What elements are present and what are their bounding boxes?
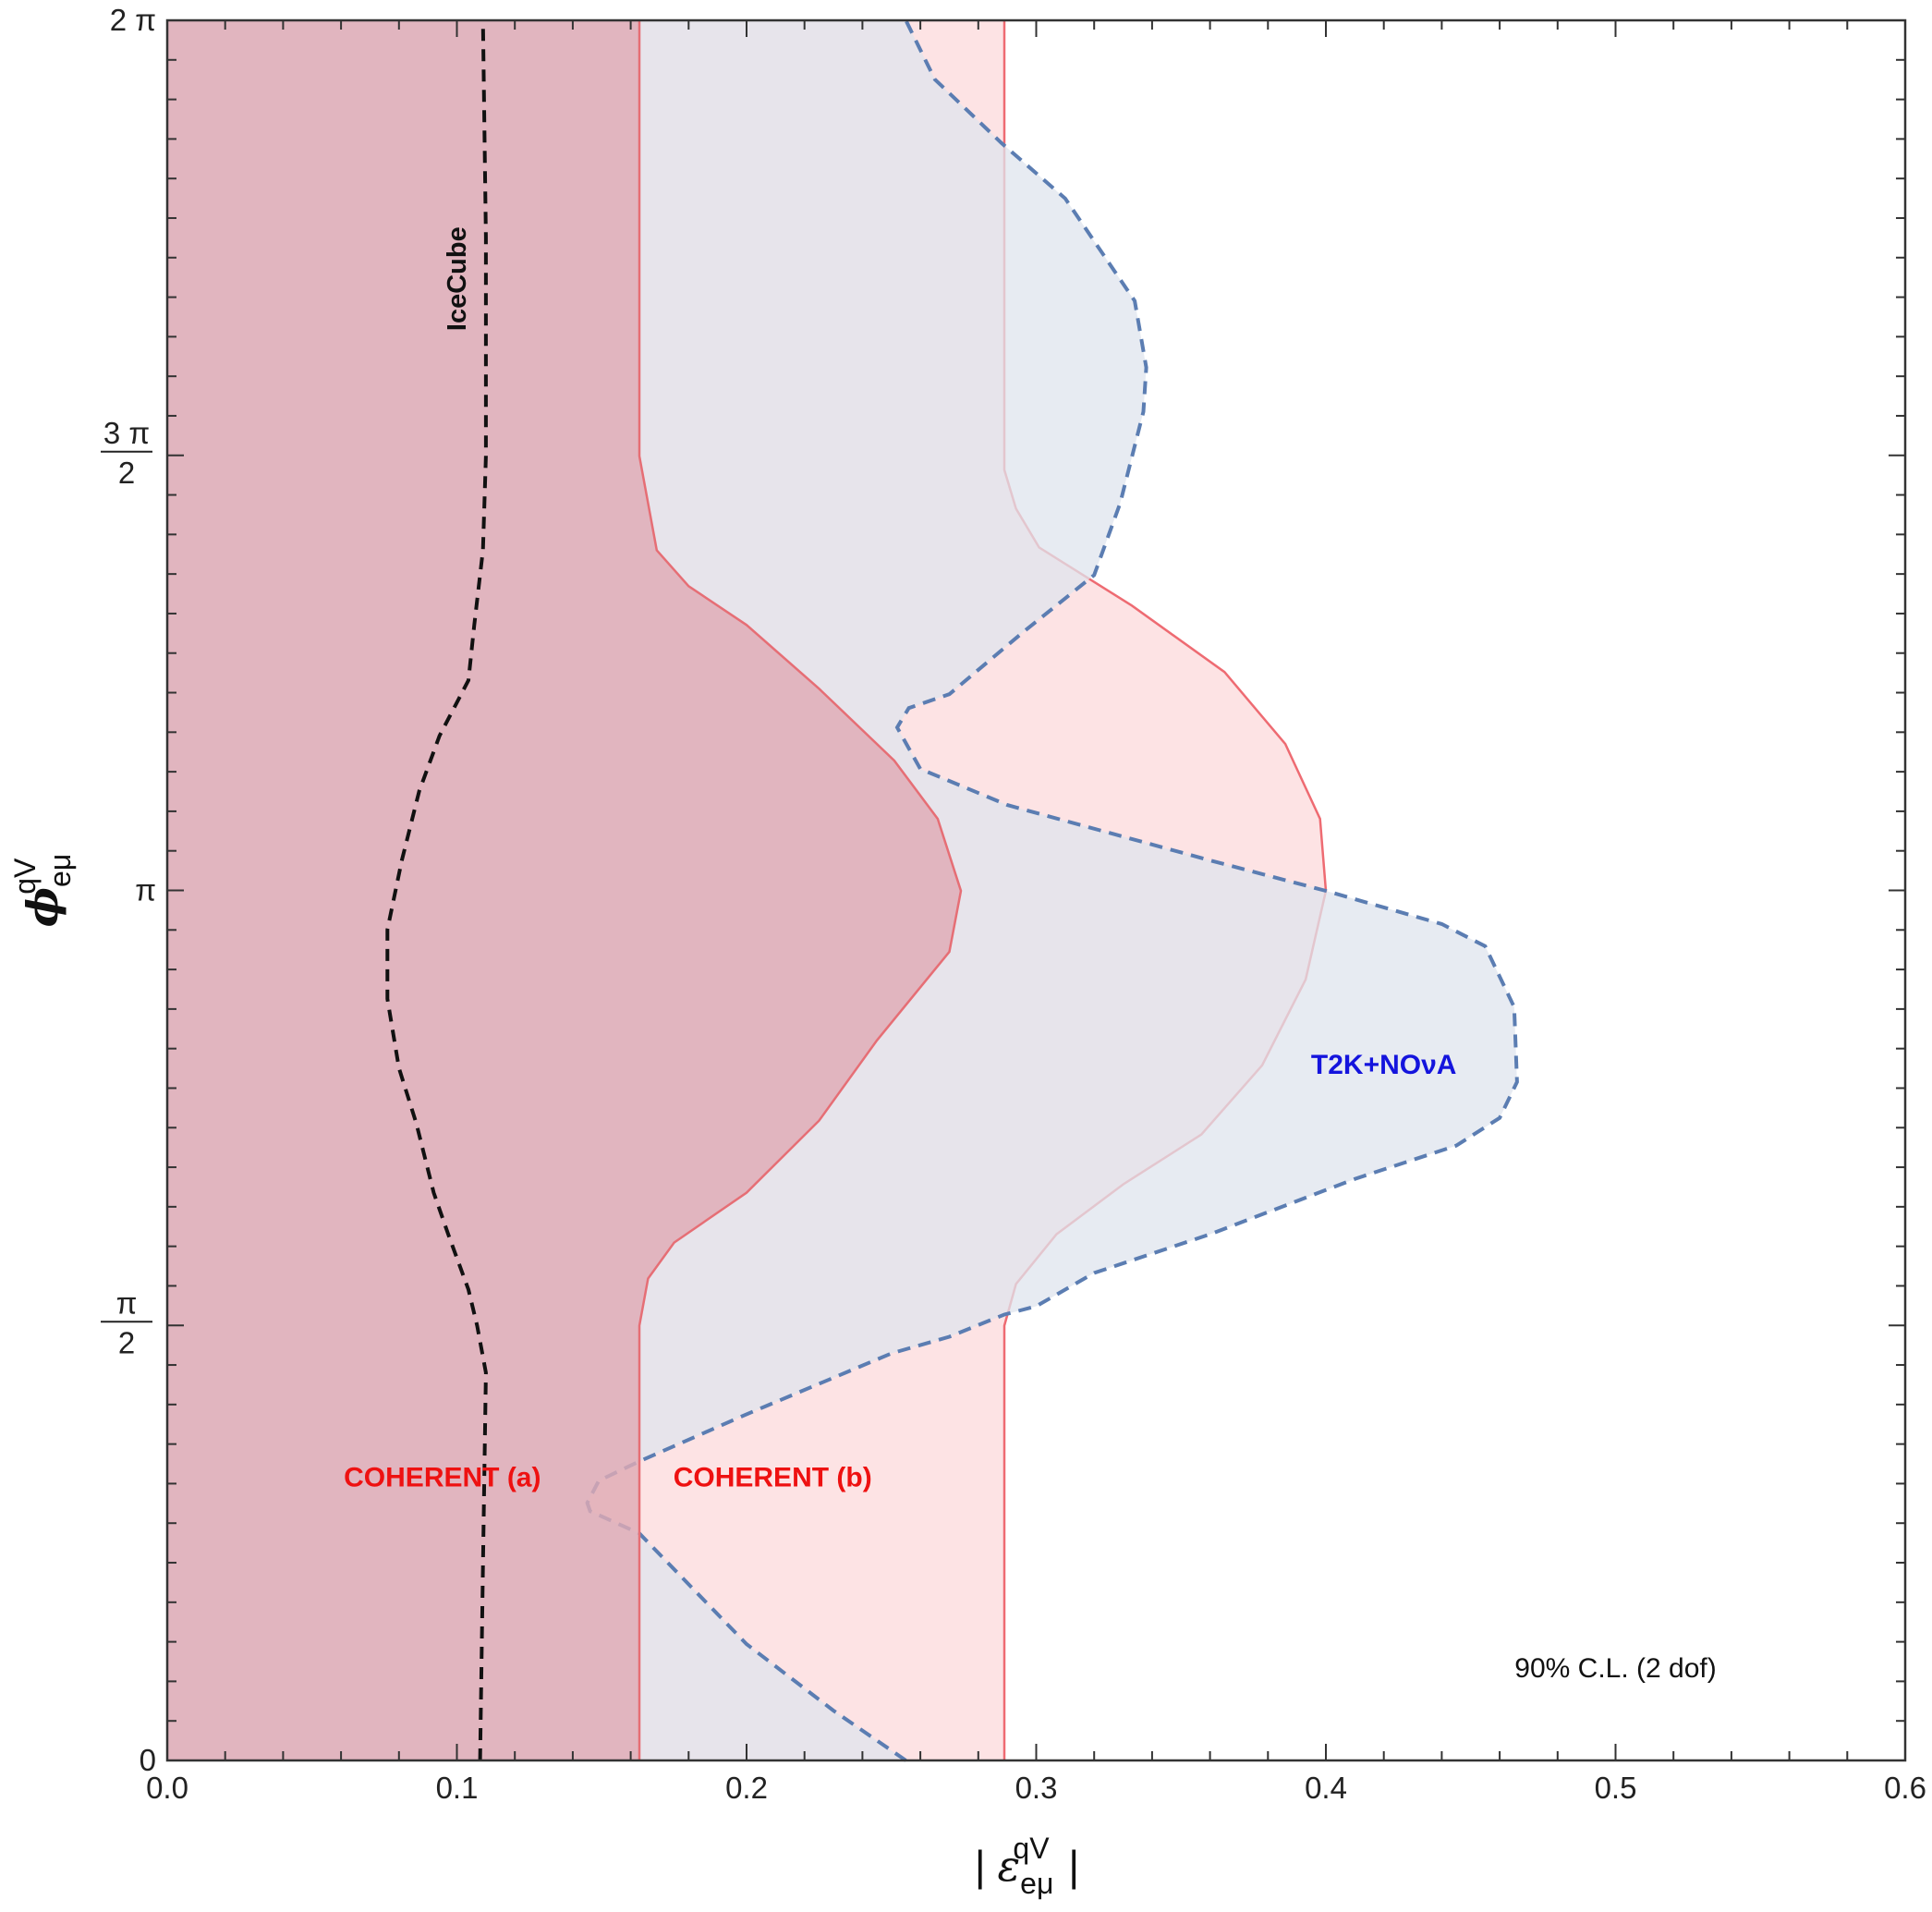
axis-ticks: 0.0 0.1 0.2 0.3 0.4 0.5 0.6 0 π 2 π 3 π 2 2 π <box>101 3 1926 1805</box>
annotation-coherent-a: COHERENT (a) <box>344 1462 541 1492</box>
y-tick-label-denominator: 2 <box>118 456 135 490</box>
x-tick-label: 0.2 <box>725 1771 768 1805</box>
y-tick-label: 0 <box>140 1743 156 1777</box>
y-tick-label-numerator: 3 π <box>103 416 150 450</box>
region-fill-coherent-a <box>167 20 961 1760</box>
region-boundary-coherent-a <box>638 20 963 1760</box>
x-tick-label: 0.5 <box>1595 1771 1637 1805</box>
annotation-icecube: IceCube <box>443 226 472 331</box>
x-tick-label: 0.1 <box>436 1771 479 1805</box>
x-tick-label: 0.6 <box>1884 1771 1926 1805</box>
annotation-t2k-no-a: T2K+NOνA <box>1311 1050 1457 1080</box>
line-icecube <box>385 19 488 1761</box>
x-tick-label: 0.3 <box>1015 1771 1058 1805</box>
annotations: COHERENT (a) COHERENT (b) T2K+NOνA IceCube 9… <box>344 226 1717 1684</box>
y-tick-label: π <box>135 873 156 907</box>
x-tick-label: 0.0 <box>146 1771 188 1805</box>
annotation-coherent-b: COHERENT (b) <box>674 1462 872 1492</box>
y-tick-label: 2 π <box>110 3 156 37</box>
x-axis-title: | εeμqV | <box>975 1832 1080 1900</box>
annotation-90-c-l-2-dof: 90% C.L. (2 dof) <box>1514 1653 1716 1684</box>
y-tick-label-numerator: π <box>116 1285 138 1320</box>
y-tick-label-denominator: 2 <box>118 1325 135 1359</box>
axis-titles: | εeμqV | ϕeμqV <box>8 854 1079 1900</box>
y-axis-title: ϕeμqV <box>8 854 77 928</box>
contour-regions <box>167 19 1519 1762</box>
x-tick-label: 0.4 <box>1305 1771 1347 1805</box>
